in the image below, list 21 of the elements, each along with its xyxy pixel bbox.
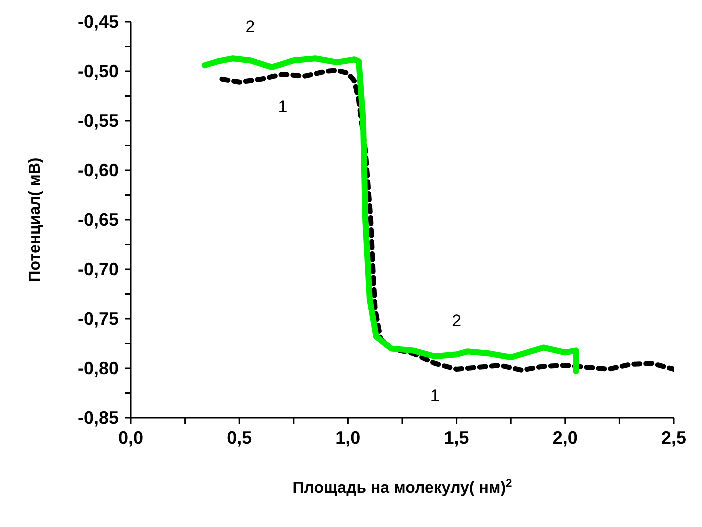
y-tick-label: -0,80	[78, 358, 119, 378]
y-tick-label: -0,65	[78, 210, 119, 230]
y-tick-label: -0,70	[78, 260, 119, 280]
y-axis-title: Потенциал( мВ)	[27, 158, 44, 282]
y-tick-label: -0,45	[78, 12, 119, 32]
x-tick-label: 1,0	[336, 428, 361, 448]
y-tick-label: -0,55	[78, 111, 119, 131]
y-tick-label: -0,60	[78, 160, 119, 180]
x-tick-label: 2,5	[661, 428, 687, 448]
x-tick-label: 2,0	[552, 428, 578, 448]
y-tick-label: -0,50	[78, 62, 119, 82]
x-tick-label: 1,5	[444, 428, 470, 448]
series-label: 2	[452, 312, 462, 331]
text: 1	[278, 97, 288, 116]
series-label: 1	[430, 386, 440, 406]
text: 2	[246, 18, 256, 37]
x-tick-label: 0,0	[118, 428, 144, 448]
y-tick-label: -0,85	[78, 408, 119, 428]
x-tick-label: 0,5	[227, 428, 252, 448]
y-tick-label: -0,75	[78, 309, 119, 329]
x-axis-title: Площадь на молекулу( нм)$^{2}$	[292, 478, 512, 497]
